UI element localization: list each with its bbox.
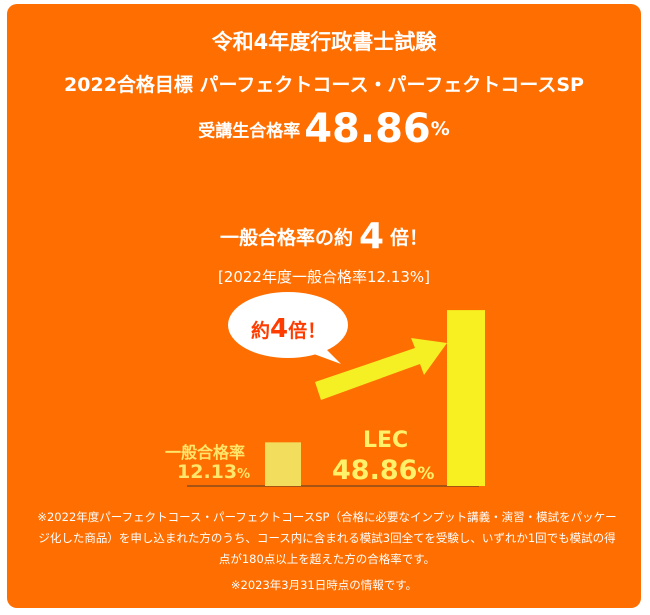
pass-rate-label: 受講生合格率 [198,121,301,142]
footnote-date: ※2023年3月31日時点の情報です。 [230,578,418,592]
bubble-label: 約4倍！ [251,314,326,344]
arrow-icon [315,338,447,400]
lec-bar-value-unit: % [417,464,435,484]
comparison-prefix: 一般合格率の約 [219,227,353,249]
general-bar-value-number: 12.13 [177,461,238,483]
general-rate-note: [2022年度一般合格率12.13%] [217,268,431,286]
pass-rate-unit: % [430,118,450,140]
general-bar-name: 一般合格率 [165,443,246,462]
lec-bar-value-number: 48.86 [332,455,418,486]
bubble-suffix: 倍！ [288,320,327,342]
course-name: 2022合格目標 パーフェクトコース・パーフェクトコースSP [64,74,584,96]
lec-bar-value: 48.86% [332,455,434,486]
general-bar-value-unit: % [237,467,251,482]
general-bar-value: 12.13% [177,461,250,483]
speech-bubble-icon [228,292,348,364]
pass-rate-value: 48.86 [304,106,431,152]
comparison-suffix: 倍！ [390,227,429,249]
comparison-line: 一般合格率の約 4 倍！ [7,216,641,257]
page-title: 令和4年度行政書士試験 [211,30,437,54]
bubble-prefix: 約 [251,320,271,342]
bar-lec [447,310,485,486]
lec-bar-name: LEC [363,428,409,453]
comparison-multiple: 4 [358,216,385,257]
pass-rate-line: 受講生合格率 48.86% [7,106,641,152]
bubble-number: 4 [270,314,289,344]
bar-chart [187,292,485,487]
result-card: 令和4年度行政書士試験 2022合格目標 パーフェクトコース・パーフェクトコース… [7,4,641,608]
footnote-text: ※2022年度パーフェクトコース・パーフェクトコースSP（合格に必要なインプット… [37,510,617,566]
bar-general [265,442,301,486]
